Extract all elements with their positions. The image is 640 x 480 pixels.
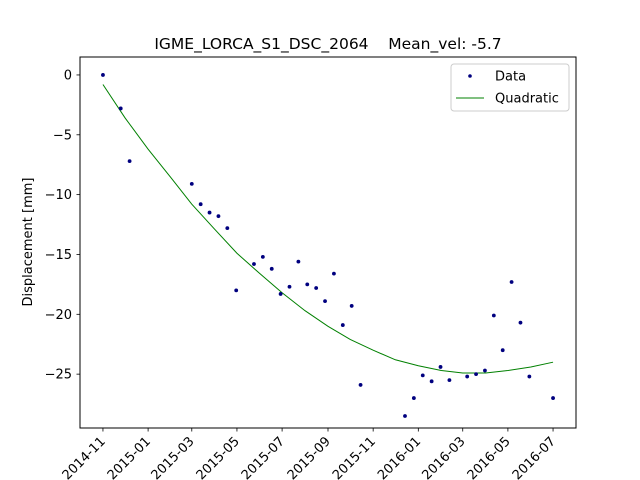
y-tick-label: −20 (45, 308, 72, 323)
data-point-36 (527, 374, 532, 379)
data-point-20 (340, 323, 345, 327)
y-tick-label: 0 (64, 68, 72, 83)
data-point-24 (411, 396, 416, 400)
data-point-37 (551, 396, 555, 400)
axes-frame (79, 56, 577, 429)
data-point-29 (465, 374, 470, 379)
data-point-22 (358, 383, 363, 387)
data-point-1 (101, 73, 105, 77)
y-axis: 0 −5 −10 −15 −20 −25 (45, 68, 80, 383)
y-tick-label: −25 (45, 368, 72, 383)
legend-quadratic-label: Quadratic (495, 92, 559, 107)
data-point-3 (127, 159, 132, 164)
data-point-6 (207, 210, 212, 215)
data-point-5 (198, 202, 203, 207)
y-tick-label: −5 (53, 128, 72, 143)
data-point-4 (189, 181, 194, 186)
data-point-17 (314, 286, 319, 290)
legend-data-marker (468, 74, 472, 78)
data-series (101, 73, 555, 418)
data-point-14 (287, 284, 292, 289)
data-point-28 (447, 378, 452, 383)
data-point-32 (491, 313, 496, 318)
data-point-16 (305, 282, 310, 287)
data-point-23 (403, 414, 407, 418)
data-point-7 (216, 214, 221, 219)
data-point-35 (518, 320, 523, 325)
data-point-21 (349, 304, 354, 308)
data-point-25 (420, 373, 425, 378)
data-point-2 (118, 106, 123, 111)
legend-box (450, 63, 570, 112)
y-tick-label: −15 (45, 248, 72, 263)
legend: Data Quadratic (450, 63, 570, 112)
y-tick-label: −10 (45, 188, 72, 203)
data-point-13 (278, 292, 283, 296)
quadratic-series (102, 84, 554, 374)
data-point-10 (252, 262, 256, 266)
data-point-11 (260, 254, 265, 259)
data-point-34 (509, 280, 514, 284)
data-point-26 (429, 379, 434, 384)
data-point-8 (225, 226, 230, 231)
data-point-12 (269, 266, 274, 271)
data-point-33 (500, 348, 505, 353)
data-point-19 (332, 271, 336, 276)
legend-data-label: Data (495, 70, 526, 85)
data-point-27 (438, 365, 443, 369)
data-point-31 (483, 368, 487, 373)
chart-title: IGME_LORCA_S1_DSC_2064 Mean_vel: -5.7 (154, 35, 501, 54)
y-axis-label: Displacement [mm] (21, 178, 36, 307)
data-point-30 (474, 372, 478, 377)
data-point-9 (234, 288, 239, 293)
data-point-15 (296, 259, 301, 264)
quadratic-fit-line (102, 84, 554, 374)
data-point-18 (323, 299, 327, 304)
